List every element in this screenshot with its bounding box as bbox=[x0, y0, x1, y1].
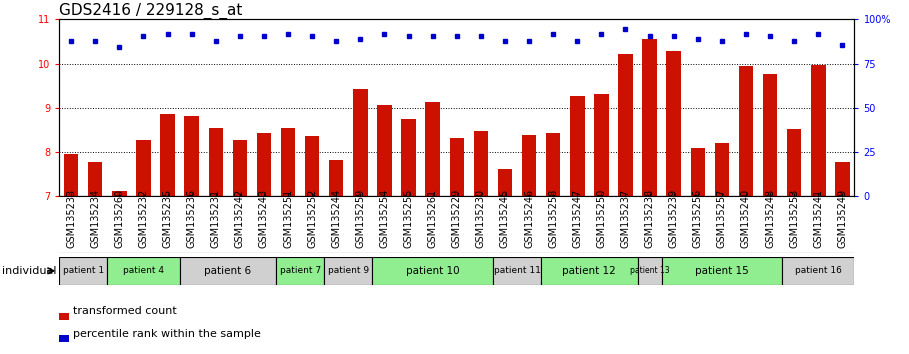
Bar bbox=[252, 196, 276, 253]
Text: patient 4: patient 4 bbox=[123, 266, 164, 275]
Bar bbox=[666, 51, 681, 196]
Bar bbox=[662, 196, 685, 253]
Bar bbox=[59, 257, 107, 285]
Bar bbox=[377, 105, 392, 196]
Bar bbox=[204, 196, 228, 253]
Text: patient 10: patient 10 bbox=[405, 266, 459, 276]
Bar bbox=[180, 196, 204, 253]
Bar bbox=[445, 196, 469, 253]
Bar bbox=[155, 196, 180, 253]
Bar bbox=[59, 335, 69, 342]
Bar bbox=[107, 196, 132, 253]
Bar bbox=[88, 162, 103, 196]
Bar bbox=[637, 257, 662, 285]
Text: patient 1: patient 1 bbox=[63, 266, 104, 275]
Text: patient 9: patient 9 bbox=[328, 266, 369, 275]
Bar bbox=[112, 191, 126, 196]
Text: transformed count: transformed count bbox=[74, 306, 177, 316]
Bar bbox=[281, 128, 295, 196]
Text: patient 15: patient 15 bbox=[695, 266, 749, 276]
Bar bbox=[353, 89, 367, 196]
Bar bbox=[565, 196, 589, 253]
Text: percentile rank within the sample: percentile rank within the sample bbox=[74, 329, 261, 338]
Bar bbox=[685, 196, 710, 253]
Bar bbox=[305, 136, 319, 196]
Bar bbox=[811, 64, 825, 196]
Bar bbox=[373, 257, 493, 285]
Bar bbox=[710, 196, 734, 253]
Bar bbox=[276, 257, 325, 285]
Text: GDS2416 / 229128_s_at: GDS2416 / 229128_s_at bbox=[59, 3, 243, 19]
Bar bbox=[425, 102, 440, 196]
Bar bbox=[348, 196, 373, 253]
Bar bbox=[614, 196, 637, 253]
Bar bbox=[714, 143, 729, 196]
Bar bbox=[662, 257, 782, 285]
Bar bbox=[498, 169, 512, 196]
Text: patient 13: patient 13 bbox=[630, 266, 669, 275]
Bar bbox=[493, 196, 517, 253]
Bar bbox=[522, 135, 536, 196]
Bar bbox=[546, 133, 561, 196]
Bar bbox=[325, 257, 373, 285]
Bar bbox=[806, 196, 830, 253]
Bar bbox=[469, 196, 493, 253]
Bar bbox=[450, 138, 464, 196]
Bar bbox=[300, 196, 325, 253]
Bar bbox=[589, 196, 614, 253]
Bar bbox=[233, 140, 247, 196]
Bar bbox=[256, 133, 271, 196]
Bar bbox=[228, 196, 252, 253]
Bar bbox=[373, 196, 396, 253]
Bar bbox=[541, 196, 565, 253]
Bar bbox=[493, 257, 541, 285]
Bar bbox=[132, 196, 155, 253]
Bar bbox=[474, 131, 488, 196]
Bar bbox=[739, 67, 754, 196]
Bar bbox=[160, 114, 175, 196]
Bar bbox=[782, 196, 806, 253]
Bar bbox=[396, 196, 421, 253]
Bar bbox=[59, 196, 84, 253]
Bar bbox=[594, 94, 609, 196]
Text: patient 7: patient 7 bbox=[280, 266, 321, 275]
Bar bbox=[421, 196, 445, 253]
Bar bbox=[691, 148, 705, 196]
Bar bbox=[830, 196, 854, 253]
Bar bbox=[734, 196, 758, 253]
Bar bbox=[84, 196, 107, 253]
Text: patient 6: patient 6 bbox=[205, 266, 252, 276]
Bar bbox=[185, 116, 199, 196]
Bar bbox=[541, 257, 637, 285]
Bar bbox=[517, 196, 541, 253]
Bar bbox=[136, 140, 151, 196]
Bar bbox=[180, 257, 276, 285]
Text: patient 11: patient 11 bbox=[494, 266, 541, 275]
Bar bbox=[637, 196, 662, 253]
Bar bbox=[208, 128, 223, 196]
Bar bbox=[107, 257, 180, 285]
Bar bbox=[325, 196, 348, 253]
Bar bbox=[782, 257, 854, 285]
Bar bbox=[64, 154, 78, 196]
Bar bbox=[402, 119, 415, 196]
Text: individual: individual bbox=[2, 266, 56, 276]
Text: patient 12: patient 12 bbox=[563, 266, 616, 276]
Bar bbox=[570, 96, 584, 196]
Text: patient 16: patient 16 bbox=[794, 266, 842, 275]
Bar bbox=[329, 160, 344, 196]
Bar bbox=[758, 196, 782, 253]
Bar bbox=[59, 313, 69, 320]
Bar bbox=[835, 162, 850, 196]
Bar bbox=[787, 129, 802, 196]
Bar bbox=[276, 196, 300, 253]
Bar bbox=[618, 53, 633, 196]
Bar bbox=[763, 74, 777, 196]
Bar bbox=[643, 39, 657, 196]
